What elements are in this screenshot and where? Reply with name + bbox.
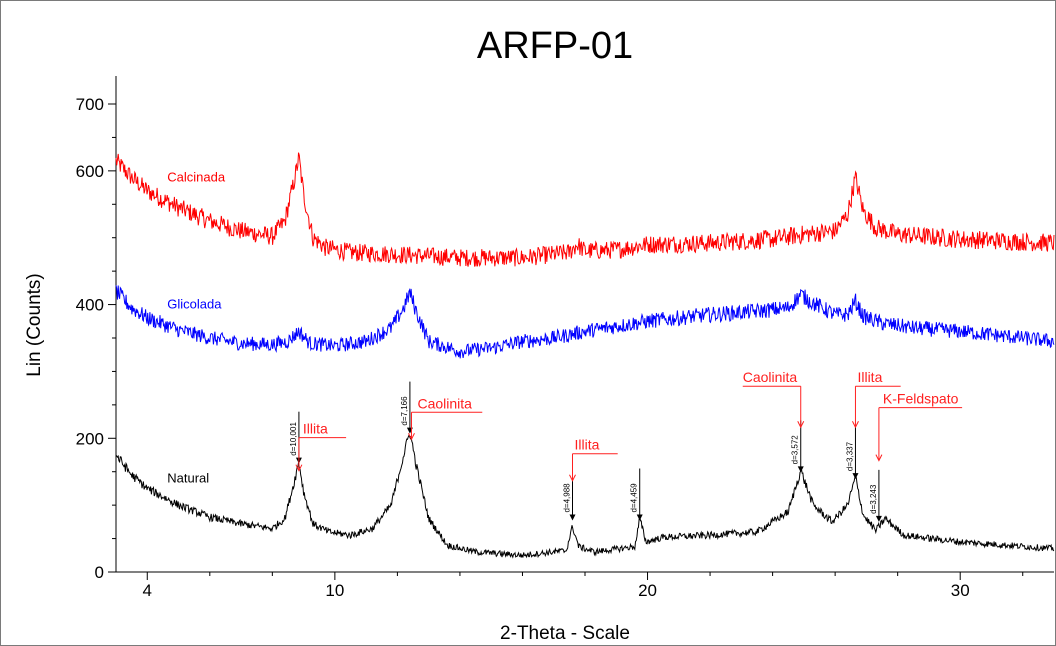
x-tick-label: 20	[638, 581, 657, 600]
peak-marker-head	[569, 514, 576, 521]
y-tick-label: 200	[76, 429, 104, 448]
y-tick-label: 600	[76, 162, 104, 181]
d-spacing-label: d=10,001	[289, 422, 298, 456]
phase-label: Illita	[857, 369, 882, 385]
peak-marker-head	[852, 473, 859, 480]
series-label-glicolada: Glicolada	[167, 297, 222, 312]
phase-label: Illita	[574, 437, 599, 453]
d-spacing-label: d=4,988	[562, 483, 571, 513]
peak-marker-head	[875, 515, 882, 522]
annotation-layer: d=10,001 d=7,166 d=4,988 d=4,459 d=3,572 d=3,…	[289, 369, 963, 522]
series-calcinada: Calcinada	[115, 152, 1055, 267]
d-spacing-label: d=3,337	[845, 441, 854, 471]
peak-marker-head	[636, 514, 643, 521]
axes: 0 200 400 600 700 4 10 20 30	[76, 76, 1054, 600]
phase-annotation: Illita	[295, 421, 347, 472]
phase-label: Caolinita	[743, 369, 798, 385]
series-glicolada: Glicolada	[115, 285, 1055, 359]
series-line-calcinada	[115, 152, 1055, 267]
series-layer: Calcinada Glicolada Natural	[115, 152, 1055, 559]
x-axis-label: 2-Theta - Scale	[500, 623, 630, 644]
series-label-calcinada: Calcinada	[167, 170, 226, 185]
y-tick-label: 700	[76, 95, 104, 114]
phase-label: K-Feldspato	[883, 391, 959, 407]
y-tick-label: 0	[95, 563, 104, 582]
phase-label: Illita	[303, 421, 328, 437]
phase-annotation: Illita	[852, 369, 901, 429]
phase-annotation: Illita	[569, 437, 618, 482]
d-spacing-label: d=3,572	[791, 435, 800, 465]
x-tick-label: 4	[143, 581, 152, 600]
d-spacing-label: d=7,166	[400, 396, 409, 426]
phase-annotation: Caolinita	[408, 395, 483, 441]
series-natural: Natural	[115, 434, 1055, 559]
phase-annotation: Caolinita	[742, 369, 805, 429]
series-line-natural	[115, 434, 1055, 559]
phase-arrow	[569, 474, 576, 482]
peak-marker-head	[797, 466, 804, 473]
series-line-glicolada	[115, 285, 1055, 359]
phase-annotation: K-Feldspato	[875, 391, 963, 462]
y-tick-label: 400	[76, 296, 104, 315]
d-spacing-label: d=4,459	[630, 483, 639, 513]
phase-label: Caolinita	[417, 395, 472, 411]
d-spacing-label: d=3,243	[869, 484, 878, 514]
series-label-natural: Natural	[167, 470, 209, 485]
phase-arrow	[797, 421, 805, 429]
peak-marker-head	[406, 427, 413, 434]
x-tick-label: 10	[325, 581, 344, 600]
phase-arrow	[875, 454, 883, 462]
phase-arrow	[408, 433, 415, 441]
y-axis-label: Lin (Counts)	[24, 273, 45, 377]
phase-arrow	[295, 464, 303, 472]
chart-title: ARFP-01	[477, 25, 633, 67]
phase-arrow	[852, 421, 859, 429]
x-tick-label: 30	[951, 581, 970, 600]
